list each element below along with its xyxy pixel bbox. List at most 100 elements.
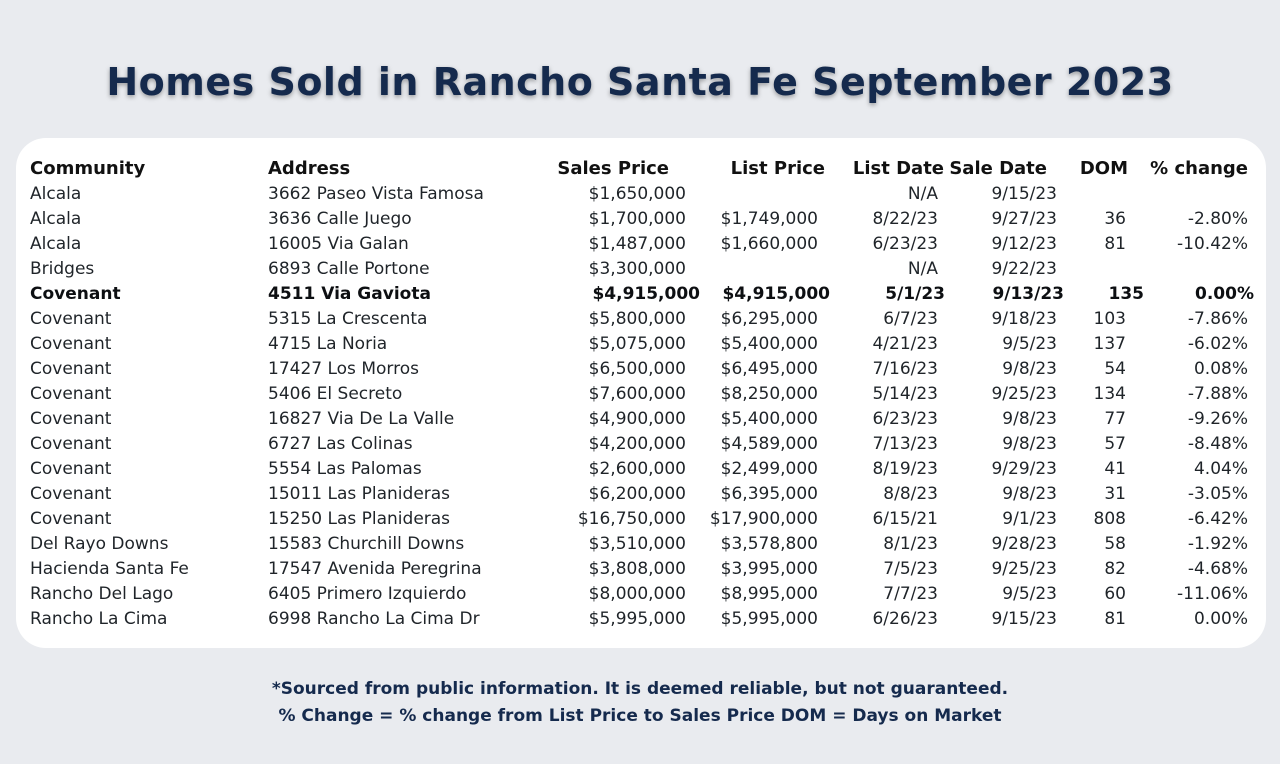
cell-community: Covenant [30,484,112,504]
cell-dom: 82 [1104,559,1126,579]
cell-list-date: 6/7/23 [883,309,938,329]
cell-list-date: 6/15/21 [872,509,938,529]
cell-address: 3662 Paseo Vista Famosa [268,184,484,204]
cell-list-date: 6/23/23 [872,409,938,429]
cell-list-price: $4,915,000 [722,284,830,304]
cell-sale-date: 9/25/23 [991,384,1057,404]
cell-sales-price: $3,808,000 [588,559,686,579]
cell-dom: 54 [1104,359,1126,379]
cell-sales-price: $4,915,000 [592,284,700,304]
cell-sales-price: $5,800,000 [588,309,686,329]
table-row: Alcala 3636 Calle Juego $1,700,000 $1,749,0… [16,207,1266,232]
cell-list-price: $5,400,000 [720,409,818,429]
cell-sale-date: 9/13/23 [992,284,1064,304]
cell-dom: 103 [1093,309,1126,329]
table-row: Del Rayo Downs 15583 Churchill Downs $3,51… [16,532,1266,557]
header-sales-price: Sales Price [557,158,669,179]
cell-sale-date: 9/5/23 [1002,334,1057,354]
header-list-date: List Date [852,158,944,179]
cell-sale-date: 9/1/23 [1002,509,1057,529]
cell-community: Alcala [30,184,82,204]
cell-list-price: $2,499,000 [720,459,818,479]
cell-dom: 135 [1108,284,1145,304]
cell-sale-date: 9/8/23 [1002,409,1057,429]
cell-sale-date: 9/8/23 [1002,434,1057,454]
cell-dom: 58 [1104,534,1126,554]
cell-sale-date: 9/8/23 [1002,484,1057,504]
cell-community: Del Rayo Downs [30,534,169,554]
cell-community: Alcala [30,234,82,254]
cell-dom: 81 [1104,234,1126,254]
cell-list-price: $1,660,000 [720,234,818,254]
cell-list-price: $3,578,800 [720,534,818,554]
cell-community: Hacienda Santa Fe [30,559,189,579]
table-row: Alcala 3662 Paseo Vista Famosa $1,650,000 N… [16,182,1266,207]
cell-community: Covenant [30,334,112,354]
cell-address: 6727 Las Colinas [268,434,413,454]
cell-list-price: $6,295,000 [720,309,818,329]
cell-list-price: $6,495,000 [720,359,818,379]
cell-pct-change: -1.92% [1187,534,1248,554]
cell-sales-price: $7,600,000 [588,384,686,404]
cell-sale-date: 9/8/23 [1002,359,1057,379]
cell-sales-price: $4,900,000 [588,409,686,429]
cell-dom: 57 [1104,434,1126,454]
cell-list-date: N/A [907,259,938,279]
cell-sale-date: 9/29/23 [991,459,1057,479]
cell-pct-change: 0.00% [1195,284,1254,304]
cell-list-date: 6/26/23 [872,609,938,629]
cell-address: 15583 Churchill Downs [268,534,465,554]
cell-community: Covenant [30,384,112,404]
cell-sales-price: $3,300,000 [588,259,686,279]
cell-list-date: 7/13/23 [872,434,938,454]
cell-community: Rancho Del Lago [30,584,174,604]
cell-sale-date: 9/25/23 [991,559,1057,579]
cell-list-date: 7/7/23 [883,584,938,604]
cell-sale-date: 9/12/23 [991,234,1057,254]
cell-pct-change: -8.48% [1187,434,1248,454]
cell-pct-change: 0.00% [1193,609,1248,629]
cell-list-price: $5,995,000 [720,609,818,629]
cell-community: Covenant [30,459,112,479]
cell-dom: 81 [1104,609,1126,629]
cell-list-price: $4,589,000 [720,434,818,454]
header-sale-date: Sale Date [949,158,1047,179]
header-dom: DOM [1079,158,1128,179]
cell-pct-change: -9.26% [1187,409,1248,429]
cell-list-price: $6,395,000 [720,484,818,504]
table-row: Covenant 5554 Las Palomas $2,600,000 $2,499… [16,457,1266,482]
cell-community: Covenant [30,409,112,429]
table-row: Covenant 16827 Via De La Valle $4,900,000 $… [16,407,1266,432]
cell-list-date: N/A [907,184,938,204]
cell-pct-change: -6.42% [1187,509,1248,529]
cell-dom: 77 [1104,409,1126,429]
cell-community: Covenant [30,309,112,329]
cell-sales-price: $5,075,000 [588,334,686,354]
cell-pct-change: -7.86% [1187,309,1248,329]
cell-pct-change: -6.02% [1187,334,1248,354]
header-list-price: List Price [730,158,825,179]
cell-sales-price: $1,700,000 [588,209,686,229]
cell-address: 5315 La Crescenta [268,309,428,329]
cell-sales-price: $1,650,000 [588,184,686,204]
cell-community: Bridges [30,259,95,279]
cell-dom: 137 [1093,334,1126,354]
cell-dom: 41 [1104,459,1126,479]
table-row: Covenant 15250 Las Planideras $16,750,000 $… [16,507,1266,532]
cell-community: Rancho La Cima [30,609,168,629]
cell-sales-price: $8,000,000 [588,584,686,604]
cell-pct-change: -11.06% [1177,584,1248,604]
header-pct-change: % change [1150,158,1248,179]
cell-address: 6893 Calle Portone [268,259,430,279]
cell-sale-date: 9/22/23 [991,259,1057,279]
cell-list-date: 7/5/23 [883,559,938,579]
cell-pct-change: 4.04% [1193,459,1248,479]
cell-pct-change: -3.05% [1187,484,1248,504]
table-row: Covenant 6727 Las Colinas $4,200,000 $4,589… [16,432,1266,457]
cell-address: 5554 Las Palomas [268,459,422,479]
footer-disclaimer: *Sourced from public information. It is … [271,679,1009,699]
cell-community: Covenant [30,284,121,304]
cell-pct-change: -2.80% [1187,209,1248,229]
cell-list-date: 6/23/23 [872,234,938,254]
cell-sales-price: $3,510,000 [588,534,686,554]
